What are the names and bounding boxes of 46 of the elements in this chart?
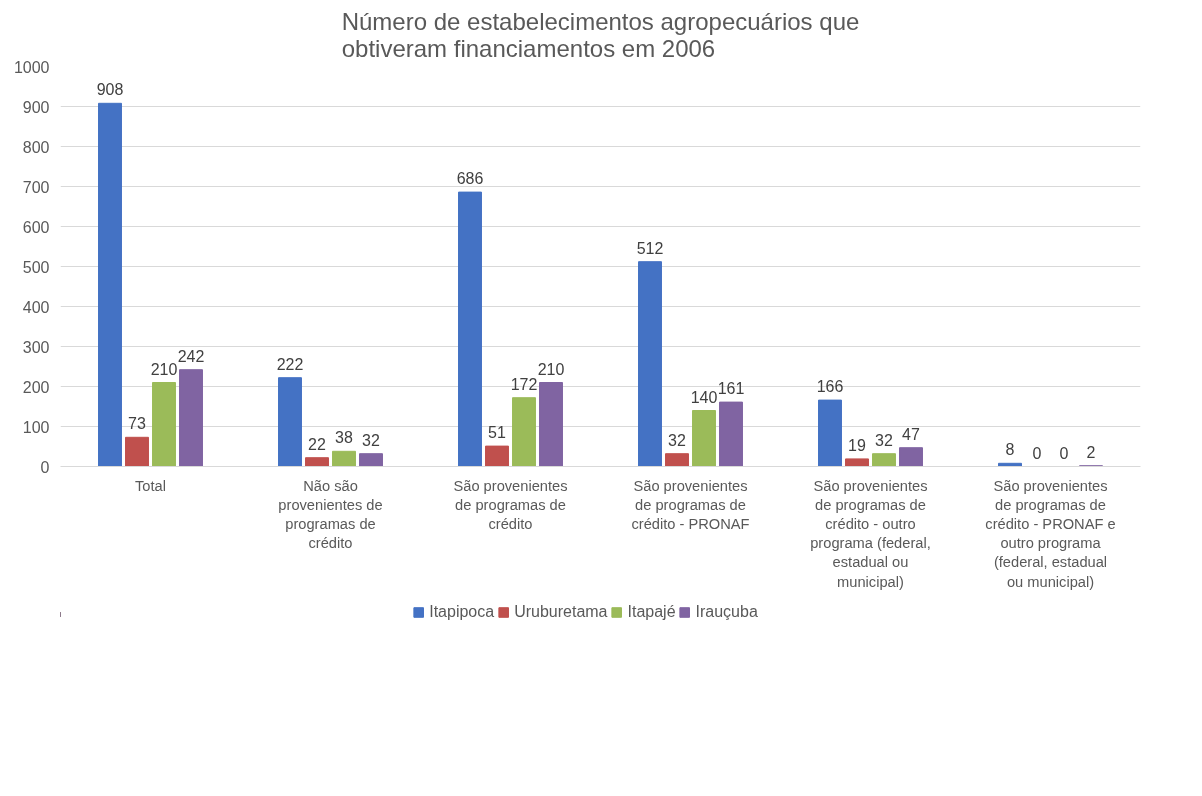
legend-label: Irauçuba (695, 603, 758, 621)
data-label: 32 (668, 431, 686, 449)
data-label: 51 (488, 424, 506, 442)
y-tick-label: 900 (22, 98, 50, 116)
data-label: 32 (362, 431, 380, 449)
data-label: 686 (456, 170, 484, 188)
y-tick-label: 600 (22, 218, 50, 236)
y-tick-label: 1000 (13, 58, 50, 76)
data-label: 32 (875, 431, 893, 449)
data-label: 22 (308, 435, 326, 453)
x-tick-label: São provenientes de programas de crédito - outro programa (federal, estadual ou municipal) (810, 477, 931, 590)
data-label: 210 (150, 360, 178, 378)
legend-label: Itapipoca (429, 603, 495, 621)
data-label: 140 (690, 388, 718, 406)
y-tick-label: 200 (22, 378, 50, 396)
data-label: 161 (717, 380, 745, 398)
data-label: 512 (636, 239, 664, 257)
data-label: 73 (128, 415, 146, 433)
y-tick-label: 500 (22, 258, 50, 276)
data-label: 222 (276, 355, 304, 373)
y-tick-label: 400 (22, 298, 50, 316)
data-label: 47 (902, 425, 920, 443)
x-tick-label: Não são provenientes de programas de crédito (278, 477, 383, 552)
data-label: 172 (510, 375, 538, 393)
data-label: 166 (816, 378, 844, 396)
y-tick-label: 100 (22, 418, 50, 436)
y-tick-label: 300 (22, 338, 50, 356)
data-label: 0 (1059, 444, 1069, 462)
legend-label: Uruburetama (514, 603, 608, 621)
x-tick-label: São provenientes de programas de crédito - PRONAF e outro programa (federal, estadual ou municipal) (985, 477, 1116, 590)
data-label: 19 (848, 436, 866, 454)
y-tick-label: 0 (40, 458, 50, 476)
data-label: 8 (1005, 441, 1015, 459)
y-tick-label: 800 (22, 138, 50, 156)
y-tick-label: 700 (22, 178, 50, 196)
data-label: 242 (177, 347, 205, 365)
data-label: 210 (537, 360, 565, 378)
chart-title: Número de estabelecimentos agropecuários que obtiveram financiamentos em 2006 (341, 7, 860, 62)
x-tick-label: São provenientes de programas de crédito (453, 477, 568, 532)
data-label: 38 (335, 429, 353, 447)
data-label: 0 (1032, 444, 1042, 462)
legend-label: Itapajé (627, 603, 676, 621)
x-tick-label: São provenientes de programas de crédito - PRONAF (631, 477, 750, 532)
data-label: 908 (96, 81, 124, 99)
x-tick-label: Total (135, 477, 166, 494)
data-label: 2 (1086, 443, 1096, 461)
